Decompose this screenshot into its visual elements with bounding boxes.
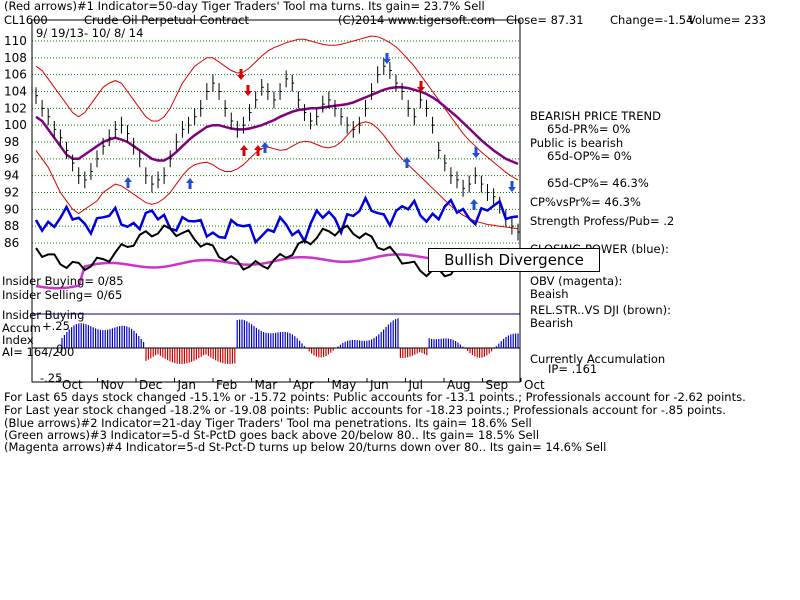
bollinger-bands: [35, 35, 519, 230]
y-tick-106: 106: [4, 68, 27, 82]
y-tick-86: 86: [4, 236, 19, 250]
signal-arrow-up-11: [403, 157, 411, 168]
obv-state: Beaish: [530, 287, 569, 301]
y-tick-labels: 86 88 90 92 94 96 98 100 102 104 106 108 110: [4, 34, 27, 250]
y-tick-96: 96: [4, 152, 19, 166]
close-value: Close= 87.31: [506, 13, 584, 27]
volume-value: Volume= 233: [688, 13, 767, 27]
signal-arrow-down-0: [237, 69, 245, 80]
footer-line-3: (Blue arrows)#2 Indicator=21-day Tiger T…: [4, 416, 532, 430]
y-tick-90: 90: [4, 202, 19, 216]
ai-label: AI= 164/200: [2, 345, 75, 359]
y-tick-92: 92: [4, 186, 19, 200]
accum-plus25: +.25: [42, 319, 70, 333]
signal-arrow-up-12: [470, 199, 478, 210]
signal-arrow-down-1: [244, 85, 252, 96]
header-line1: (Red arrows)#1 Indicator=50-day Tiger Tr…: [4, 0, 485, 13]
accum-index-label: Accum: [2, 321, 41, 335]
signal-arrow-down-6: [472, 147, 480, 158]
insider-buying-label-2: Insider Buying: [2, 308, 85, 322]
signal-arrow-up-3: [240, 145, 248, 156]
accumulation-bars: [61, 318, 519, 364]
signal-arrow-down-5: [383, 53, 391, 64]
copyright: (C)2014 www.tigersoft.com: [338, 13, 496, 27]
footer-line-5: (Magenta arrows)#4 Indicator=5-d St-Pct-…: [4, 440, 607, 454]
y-tick-102: 102: [4, 101, 27, 115]
cp-label: 65d-CP%= 46.3%: [547, 176, 649, 190]
footer-line-4: (Green arrows)#3 Indicator=5-d St-PctD g…: [4, 428, 540, 442]
date-range: 9/ 19/13- 10/ 8/ 14: [36, 26, 144, 40]
insider-buying-label: Insider Buying= 0/85: [2, 274, 124, 288]
signal-arrow-up-4: [254, 145, 262, 156]
footer-line-2: For Last year stock changed -18.2% or -1…: [4, 403, 726, 417]
public-label: Public is bearish: [530, 136, 624, 150]
signal-arrows: [124, 53, 516, 210]
signal-arrow-down-7: [508, 181, 516, 192]
accum-zero: 0: [56, 342, 64, 356]
signal-arrow-up-9: [186, 178, 194, 189]
pr-label: 65d-PR%= 0%: [547, 122, 631, 136]
symbol: CL1600: [4, 13, 48, 27]
obv-label: OBV (magenta):: [530, 274, 623, 288]
y-tick-98: 98: [4, 135, 19, 149]
y-tick-88: 88: [4, 219, 19, 233]
plot-frame: [31, 19, 521, 383]
op-label: 65d-OP%= 0%: [547, 149, 632, 163]
strength-label: Strength Profess/Pub= .2: [530, 214, 675, 228]
relstr-state: Bearish: [530, 316, 574, 330]
closing-power-line: [34, 195, 519, 245]
cpvspr-label: CP%vsPr%= 46.3%: [530, 195, 641, 209]
y-tick-94: 94: [4, 169, 19, 183]
y-tick-110: 110: [4, 34, 27, 48]
trend-label: BEARISH PRICE TREND: [530, 109, 662, 123]
change-value: Change=-1.54: [610, 13, 694, 27]
relstr-label: REL.STR..VS DJI (brown):: [530, 303, 672, 317]
index-label: Index: [2, 333, 34, 347]
accum-label: Currently Accumulation: [530, 352, 666, 366]
lower-band-line: [35, 121, 519, 230]
ma50-line: [35, 86, 519, 166]
y-tick-104: 104: [4, 85, 27, 99]
footer-line-1: For Last 65 days stock changed -15.1% or…: [4, 390, 746, 404]
bullish-divergence-label: Bullish Divergence: [428, 248, 600, 272]
signal-arrow-up-8: [124, 177, 132, 188]
upper-band-line: [35, 35, 519, 181]
contract-name: Crude Oil Perpetual Contract: [84, 13, 250, 27]
accum-minus25: -.25: [40, 371, 63, 385]
insider-selling-label: Insider Selling= 0/65: [2, 288, 123, 302]
x-tick-12: Oct: [524, 378, 545, 392]
ip-label: IP= .161: [548, 362, 598, 376]
price-bars: [35, 57, 520, 241]
y-tick-100: 100: [4, 118, 27, 132]
signal-arrow-down-2: [417, 81, 425, 92]
signal-arrow-up-10: [261, 142, 269, 153]
y-tick-108: 108: [4, 51, 27, 65]
